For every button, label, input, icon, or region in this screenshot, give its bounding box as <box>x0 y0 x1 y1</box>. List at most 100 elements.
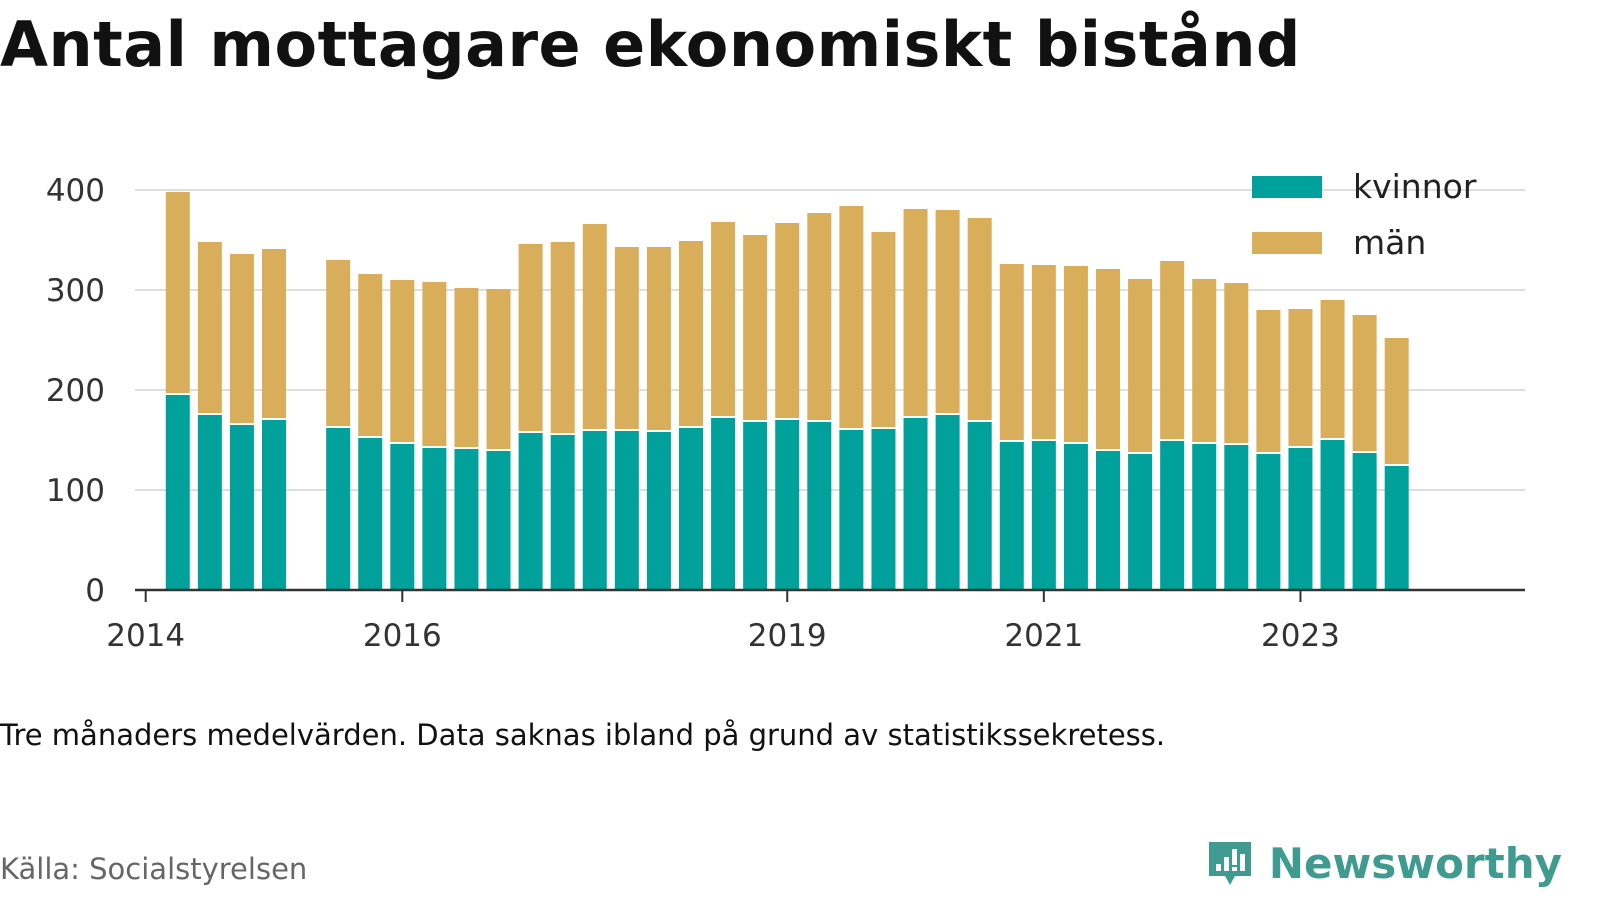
y-tick-label: 400 <box>46 173 105 209</box>
bar-män-2020-01 <box>903 209 928 416</box>
bar-kvinnor-2017-04 <box>550 435 575 590</box>
bar-män-2019-07 <box>839 206 864 428</box>
legend: kvinnor män <box>1252 167 1477 262</box>
bar-män-2023-04 <box>1320 300 1345 438</box>
bar-kvinnor-2018-07 <box>711 418 736 590</box>
bar-män-2014-10 <box>229 254 254 423</box>
bar-män-2018-01 <box>646 247 671 430</box>
bar-kvinnor-2023-07 <box>1352 453 1377 590</box>
bar-kvinnor-2016-07 <box>454 449 479 590</box>
bar-kvinnor-2014-10 <box>229 425 254 590</box>
legend-label-kvinnor: kvinnor <box>1353 167 1477 206</box>
bar-kvinnor-2015-01 <box>262 420 286 590</box>
y-tick-label: 100 <box>46 473 105 509</box>
bar-kvinnor-2022-10 <box>1256 454 1281 590</box>
bar-män-2021-01 <box>1031 265 1056 439</box>
bar-män-2015-10 <box>358 274 383 436</box>
bar-män-2017-07 <box>582 224 607 429</box>
bar-kvinnor-2017-07 <box>582 431 607 590</box>
bar-kvinnor-2016-04 <box>422 448 447 590</box>
bar-män-2018-04 <box>679 241 703 426</box>
bar-män-2014-07 <box>197 242 222 413</box>
bar-män-2015-07 <box>326 260 351 426</box>
bar-män-2018-10 <box>743 235 768 420</box>
bar-kvinnor-2020-10 <box>999 442 1024 590</box>
x-tick-label: 2019 <box>748 618 827 654</box>
bar-män-2022-10 <box>1256 310 1281 452</box>
x-axis-tick-labels: 2014 2016 2019 2021 2023 <box>106 618 1340 654</box>
bar-kvinnor-2019-10 <box>871 429 896 590</box>
bar-män-2016-10 <box>486 289 511 449</box>
y-tick-label: 300 <box>46 273 105 309</box>
bar-män-2023-07 <box>1352 315 1377 451</box>
bar-män-2021-10 <box>1128 279 1153 452</box>
bar-kvinnor-2015-10 <box>358 438 383 590</box>
legend-swatch-kvinnor <box>1252 176 1322 198</box>
bar-män-2017-01 <box>518 244 543 431</box>
bar-män-2022-04 <box>1192 279 1217 442</box>
brand-name: Newsworthy <box>1268 838 1562 888</box>
x-tick-label: 2014 <box>106 618 185 654</box>
y-axis-tick-labels: 0 100 200 300 400 <box>46 173 105 609</box>
bar-män-2017-04 <box>550 242 575 433</box>
bar-kvinnor-2014-07 <box>197 415 222 590</box>
bar-män-2014-04 <box>165 192 190 393</box>
bar-kvinnor-2022-07 <box>1224 445 1249 590</box>
bar-män-2016-04 <box>422 282 447 446</box>
bar-kvinnor-2019-01 <box>775 420 800 590</box>
y-tick-label: 0 <box>85 573 105 609</box>
bar-kvinnor-2019-07 <box>839 430 864 590</box>
bar-kvinnor-2018-01 <box>646 432 671 590</box>
bar-män-2022-07 <box>1224 283 1249 443</box>
bar-män-2022-01 <box>1160 261 1185 439</box>
y-tick-label: 200 <box>46 373 105 409</box>
bar-män-2016-07 <box>454 288 479 447</box>
bar-män-2021-04 <box>1063 266 1088 442</box>
bars <box>165 192 1409 590</box>
chart-title: Antal mottagare ekonomiskt bistånd <box>0 8 1301 81</box>
brand-logo: Newsworthy <box>1205 838 1562 888</box>
bar-kvinnor-2017-10 <box>614 431 639 590</box>
bar-kvinnor-2015-07 <box>326 428 351 590</box>
bar-män-2015-01 <box>262 249 286 418</box>
bar-män-2020-10 <box>999 264 1024 440</box>
bar-kvinnor-2016-10 <box>486 451 511 590</box>
source-credit: Källa: Socialstyrelsen <box>0 852 308 886</box>
bar-kvinnor-2021-04 <box>1063 444 1088 590</box>
bar-män-2018-07 <box>711 222 736 416</box>
bar-män-2019-10 <box>871 232 896 427</box>
bar-män-2019-04 <box>807 213 832 420</box>
x-tick-label: 2023 <box>1261 618 1340 654</box>
bar-kvinnor-2018-10 <box>743 422 768 590</box>
bar-kvinnor-2023-01 <box>1288 448 1313 590</box>
x-tick-label: 2016 <box>363 618 442 654</box>
bar-män-2023-01 <box>1288 309 1313 446</box>
bar-män-2016-01 <box>390 280 415 442</box>
bar-kvinnor-2021-10 <box>1128 454 1153 590</box>
x-axis <box>135 588 1525 602</box>
legend-label-män: män <box>1353 223 1426 262</box>
bar-kvinnor-2023-04 <box>1320 440 1345 590</box>
bar-män-2019-01 <box>775 223 800 418</box>
bar-kvinnor-2016-01 <box>390 444 415 590</box>
bar-kvinnor-2020-07 <box>967 422 992 590</box>
bar-kvinnor-2018-04 <box>679 428 703 590</box>
bar-kvinnor-2020-04 <box>935 415 960 590</box>
bar-kvinnor-2020-01 <box>903 418 928 590</box>
bar-män-2021-07 <box>1096 269 1120 449</box>
bar-män-2023-10 <box>1384 338 1409 464</box>
chart-note: Tre månaders medelvärden. Data saknas ib… <box>0 718 1166 752</box>
bar-kvinnor-2022-01 <box>1160 441 1185 590</box>
bar-män-2020-07 <box>967 218 992 420</box>
bar-kvinnor-2017-01 <box>518 433 543 590</box>
newsworthy-logo-icon <box>1208 842 1251 885</box>
x-tick-label: 2021 <box>1004 618 1083 654</box>
bar-kvinnor-2021-07 <box>1096 451 1120 590</box>
bar-män-2020-04 <box>935 210 960 413</box>
bar-kvinnor-2021-01 <box>1031 441 1056 590</box>
bar-kvinnor-2023-10 <box>1384 466 1409 590</box>
bar-män-2017-10 <box>614 247 639 429</box>
legend-swatch-män <box>1252 232 1322 254</box>
bar-kvinnor-2022-04 <box>1192 444 1217 590</box>
